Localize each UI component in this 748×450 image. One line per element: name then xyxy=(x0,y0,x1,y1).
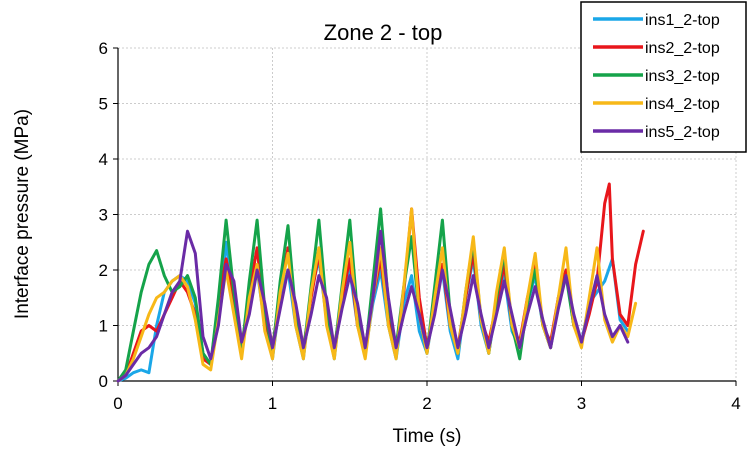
x-tick-label: 0 xyxy=(113,394,122,413)
legend-label-5: ins5_2-top xyxy=(645,124,720,141)
x-tick-label: 2 xyxy=(422,394,431,413)
y-tick-label: 1 xyxy=(99,317,108,336)
legend-label-3: ins3_2-top xyxy=(645,68,720,85)
legend: ins1_2-top ins2_2-top ins3_2-top ins4_2-top… xyxy=(580,1,747,153)
y-axis-title: Interface pressure (MPa) xyxy=(12,109,33,319)
y-tick-label: 3 xyxy=(99,206,108,225)
x-tick-label: 3 xyxy=(577,394,586,413)
y-tick-labels: 0 1 2 3 4 5 6 xyxy=(99,39,108,391)
y-tick-label: 6 xyxy=(99,39,108,58)
chart-title: Zone 2 - top xyxy=(324,20,443,45)
y-tick-label: 2 xyxy=(99,261,108,280)
y-tick-label: 4 xyxy=(99,150,108,169)
x-tick-labels: 0 1 2 3 4 xyxy=(113,394,740,413)
legend-label-2: ins2_2-top xyxy=(645,40,720,57)
legend-label-1: ins1_2-top xyxy=(645,12,720,29)
grid-lines xyxy=(118,47,737,381)
y-tick-label: 0 xyxy=(99,372,108,391)
y-tick-label: 5 xyxy=(99,95,108,114)
series-lines xyxy=(116,182,645,383)
x-axis-title: Time (s) xyxy=(393,426,462,447)
x-tick-label: 4 xyxy=(731,394,740,413)
legend-label-4: ins4_2-top xyxy=(645,96,720,113)
axes xyxy=(113,47,737,386)
x-tick-label: 1 xyxy=(268,394,277,413)
series-line-5 xyxy=(116,229,630,383)
legend-box xyxy=(580,1,747,153)
